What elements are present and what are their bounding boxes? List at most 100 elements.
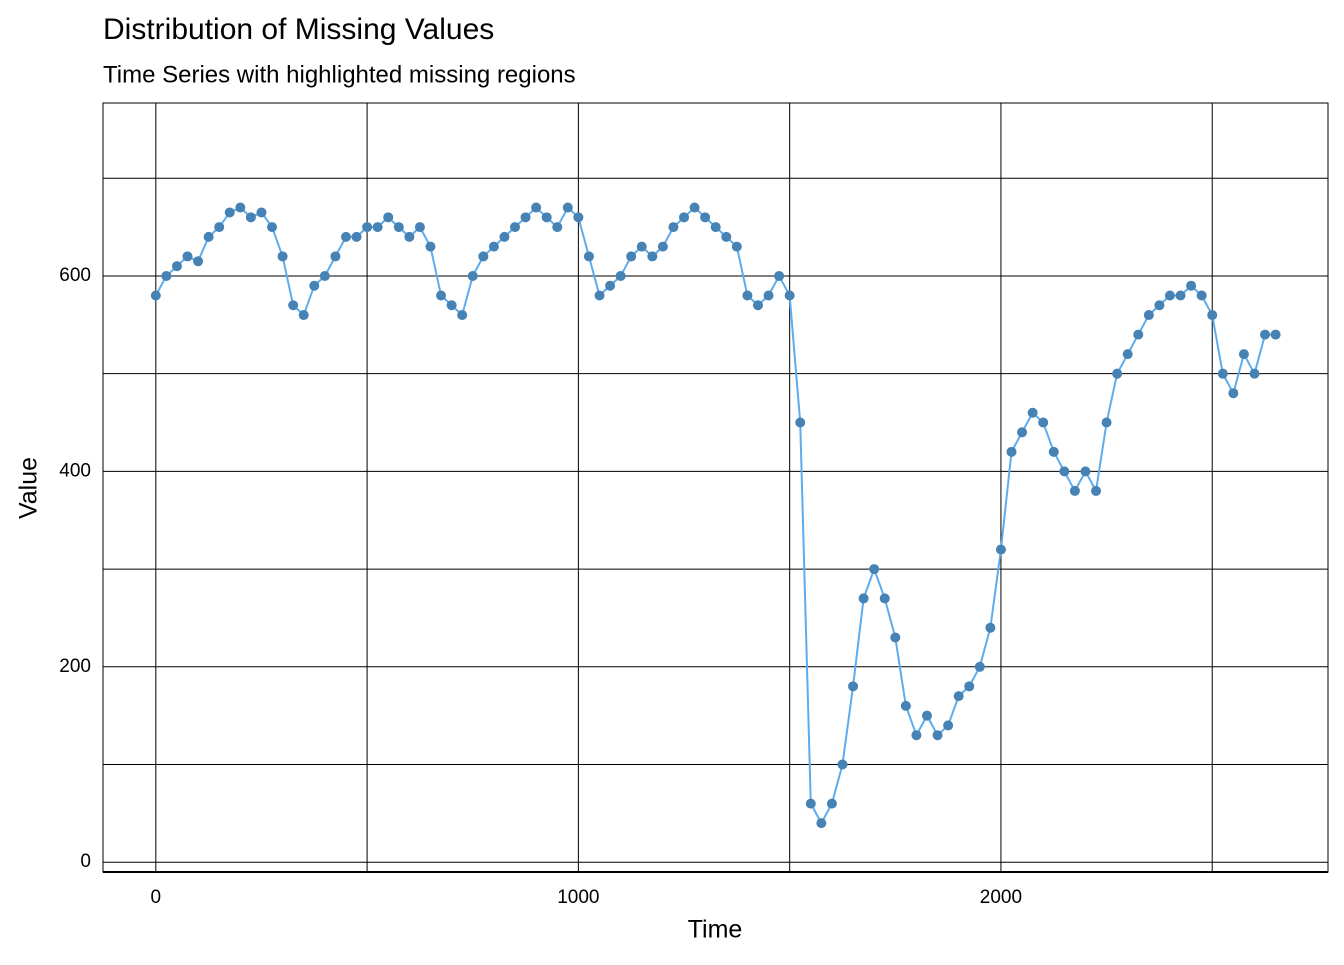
data-point xyxy=(1091,485,1102,496)
data-point xyxy=(499,231,510,242)
data-point xyxy=(351,231,362,242)
data-point xyxy=(362,222,373,233)
data-point xyxy=(731,241,742,252)
data-point xyxy=(890,632,901,643)
chart-subtitle: Time Series with highlighted missing reg… xyxy=(103,61,576,88)
data-point xyxy=(943,720,954,731)
y-tick-label: 600 xyxy=(59,265,91,286)
data-point xyxy=(995,544,1006,555)
data-point xyxy=(953,691,964,702)
data-point xyxy=(478,251,489,262)
data-point xyxy=(1027,407,1038,418)
data-point xyxy=(911,730,922,741)
data-point xyxy=(562,202,573,213)
data-point xyxy=(509,222,520,233)
data-point xyxy=(541,212,552,223)
data-point xyxy=(858,593,869,604)
data-point xyxy=(974,661,985,672)
series-line xyxy=(154,205,1276,826)
data-point xyxy=(1017,427,1028,438)
data-point xyxy=(182,251,193,262)
data-point xyxy=(700,212,711,223)
data-point xyxy=(298,310,309,321)
x-tick-label: 0 xyxy=(151,887,162,908)
data-point xyxy=(594,290,605,301)
data-point xyxy=(1186,280,1197,291)
data-point xyxy=(1048,446,1059,457)
data-point xyxy=(636,241,647,252)
data-point xyxy=(436,290,447,301)
data-point xyxy=(150,290,161,301)
y-tick-label: 0 xyxy=(80,851,91,872)
data-point xyxy=(288,300,299,311)
data-point xyxy=(1038,417,1049,428)
data-point xyxy=(668,222,679,233)
data-point xyxy=(816,818,827,829)
data-point xyxy=(1133,329,1144,340)
data-point xyxy=(531,202,542,213)
data-point xyxy=(784,290,795,301)
data-point xyxy=(573,212,584,223)
data-point xyxy=(1154,300,1165,311)
data-point xyxy=(964,681,975,692)
data-point xyxy=(1228,388,1239,399)
data-point xyxy=(372,222,383,233)
data-point xyxy=(171,261,182,272)
y-tick-label: 400 xyxy=(59,460,91,481)
data-point xyxy=(1080,466,1091,477)
data-point xyxy=(1207,310,1218,321)
data-point xyxy=(689,202,700,213)
data-point xyxy=(235,202,246,213)
x-tick-label: 1000 xyxy=(557,887,599,908)
data-point xyxy=(224,207,235,218)
data-point xyxy=(774,270,785,281)
data-point xyxy=(267,222,278,233)
data-point xyxy=(277,251,288,262)
data-point xyxy=(1270,329,1281,340)
data-point xyxy=(1217,368,1228,379)
data-point xyxy=(679,212,690,223)
data-point xyxy=(203,231,214,242)
data-point xyxy=(869,564,880,575)
data-point xyxy=(752,300,763,311)
panel-border xyxy=(102,102,1329,873)
data-point xyxy=(879,593,890,604)
data-point xyxy=(319,270,330,281)
data-point xyxy=(826,798,837,809)
data-point xyxy=(393,222,404,233)
data-point xyxy=(256,207,267,218)
data-point xyxy=(1260,329,1271,340)
data-point xyxy=(193,256,204,267)
data-point xyxy=(710,222,721,233)
data-point xyxy=(1196,290,1207,301)
data-point xyxy=(583,251,594,262)
data-point xyxy=(1164,290,1175,301)
data-point xyxy=(245,212,256,223)
chart-title: Distribution of Missing Values xyxy=(103,13,494,46)
x-axis-label: Time xyxy=(688,916,743,944)
data-point xyxy=(214,222,225,233)
data-point xyxy=(848,681,859,692)
data-point xyxy=(309,280,320,291)
data-point xyxy=(615,270,626,281)
y-axis-label: Value xyxy=(15,457,43,519)
data-point xyxy=(626,251,637,262)
data-point xyxy=(921,710,932,721)
data-point xyxy=(446,300,457,311)
data-point xyxy=(742,290,753,301)
y-tick-label: 200 xyxy=(59,656,91,677)
data-point xyxy=(1069,485,1080,496)
data-point xyxy=(383,212,394,223)
data-point xyxy=(340,231,351,242)
data-point xyxy=(404,231,415,242)
data-point xyxy=(721,231,732,242)
data-point xyxy=(1006,446,1017,457)
data-point xyxy=(1175,290,1186,301)
data-point xyxy=(1238,349,1249,360)
data-point xyxy=(425,241,436,252)
data-point xyxy=(605,280,616,291)
data-point xyxy=(763,290,774,301)
data-point xyxy=(1143,310,1154,321)
data-point xyxy=(552,222,563,233)
